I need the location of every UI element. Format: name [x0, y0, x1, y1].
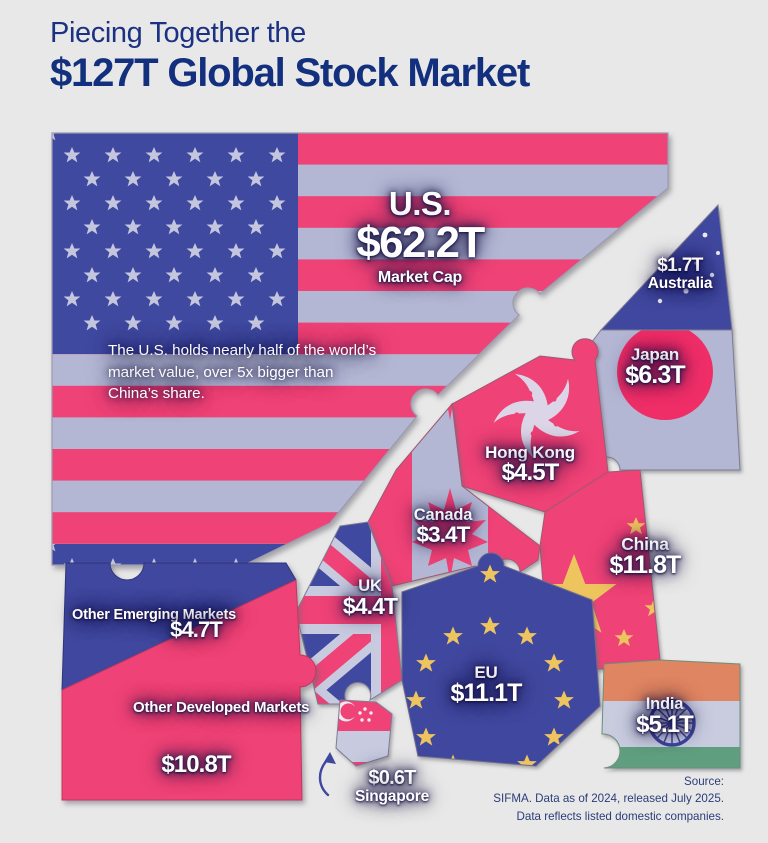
source-note: Source: SIFMA. Data as of 2024, released… [394, 773, 724, 825]
header-kicker: Piecing Together the [50, 17, 306, 49]
source-line-2: SIFMA. Data as of 2024, released July 20… [493, 792, 724, 806]
puzzle-piece-other-developed-markets[interactable] [61, 579, 317, 801]
puzzle-piece-hong-kong[interactable] [451, 338, 609, 513]
puzzle-piece-other-emerging-markets[interactable] [61, 562, 297, 691]
source-line-3: Data reflects listed domestic companies. [516, 809, 725, 823]
header: Piecing Together the $127T Global Stock … [50, 17, 750, 96]
puzzle-piece-eu[interactable] [401, 552, 601, 767]
puzzle-piece-india[interactable] [601, 659, 741, 769]
singapore-arrow-icon [318, 752, 336, 797]
puzzle-piece-singapore[interactable] [335, 699, 393, 767]
puzzle-piece-us[interactable] [51, 132, 669, 566]
source-line-1: Source: [684, 774, 724, 788]
page-title: $127T Global Stock Market [50, 51, 530, 96]
